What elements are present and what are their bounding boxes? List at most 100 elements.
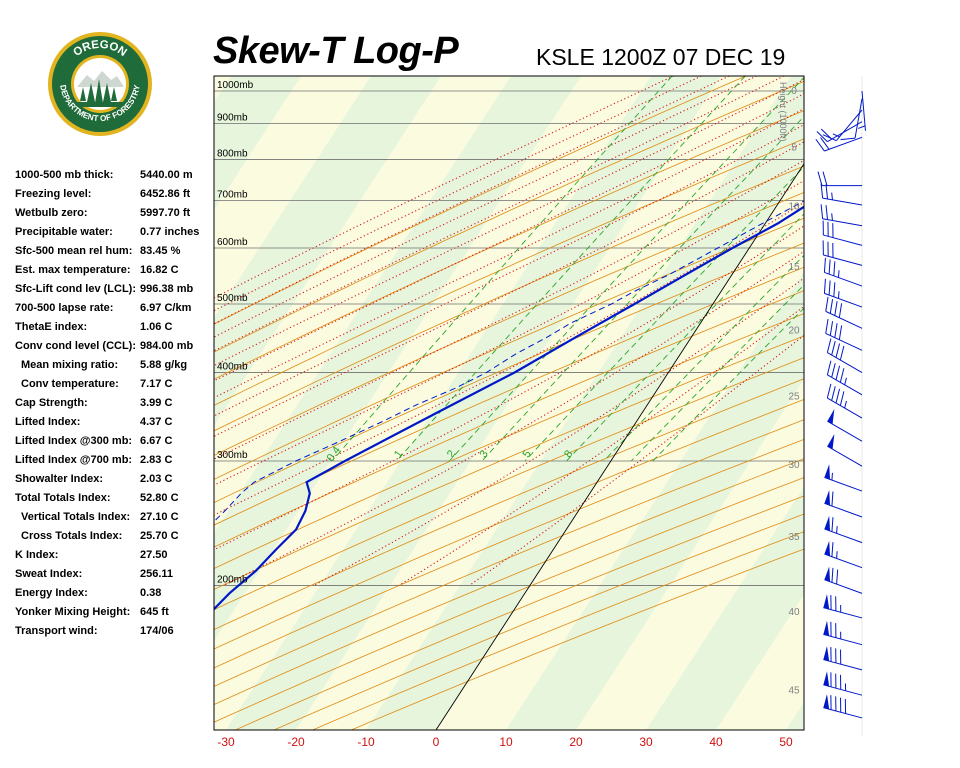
wind-barb — [823, 278, 863, 308]
index-value: 984.00 mb — [140, 340, 194, 352]
moist-adiabat — [223, 250, 804, 587]
index-label: Cross Totals Index: — [21, 530, 123, 542]
index-label: Sfc-500 mean rel hum: — [15, 245, 133, 257]
dry-adiabat — [214, 76, 747, 325]
wind-barb-feather — [820, 204, 824, 219]
wind-barb-staff — [824, 271, 863, 287]
index-value: 174/06 — [140, 625, 174, 637]
chart-title: Skew-T Log-P — [213, 30, 459, 72]
moist-adiabat — [214, 76, 785, 352]
wind-barb — [840, 98, 863, 141]
wind-barb-feather — [826, 360, 832, 375]
wind-barb-feather — [825, 184, 829, 199]
wind-barb-half-feather — [844, 400, 847, 409]
index-value: 6452.86 ft — [140, 188, 191, 200]
wind-barb — [820, 204, 863, 227]
isobar-label: 400mb — [217, 362, 248, 373]
wind-barb-feather — [839, 345, 845, 361]
wind-barb-half-feather — [838, 270, 840, 278]
x-tick-label: 50 — [779, 735, 793, 749]
wind-barb-feather — [829, 299, 834, 314]
moist-adiabat — [214, 78, 804, 367]
wind-barb-pennant — [824, 566, 831, 582]
index-value: 27.50 — [140, 549, 168, 561]
x-tick-label: 0 — [433, 735, 440, 749]
wind-barb-feather — [839, 368, 845, 383]
index-value: 645 ft — [140, 606, 169, 618]
index-label: Precipitable water: — [15, 226, 113, 238]
mixing-ratio-line — [331, 76, 673, 462]
mixing-ratio-label: 8 — [562, 448, 575, 460]
isobar-label: 1000mb — [217, 80, 254, 91]
wind-barb — [817, 171, 862, 187]
height-tick-label: 40 — [788, 607, 800, 618]
dry-adiabat — [214, 313, 804, 569]
index-label: ThetaE index: — [15, 321, 88, 333]
index-label: Total Totals Index: — [15, 492, 111, 504]
index-value: 256.11 — [140, 568, 174, 580]
wind-barb — [825, 296, 863, 329]
dry-adiabat — [214, 378, 804, 630]
wind-barb — [858, 90, 866, 131]
wind-barb-staff — [827, 374, 863, 396]
height-tick-label: 35 — [788, 532, 800, 543]
index-row: Precipitable water: 0.77 inches — [15, 226, 215, 245]
wind-barb-feather — [828, 259, 831, 275]
index-label: Energy Index: — [15, 587, 88, 599]
index-label: Showalter Index: — [15, 473, 104, 485]
wind-barb-half-feather — [858, 125, 866, 129]
wind-barb-feather — [831, 542, 834, 557]
wind-barb — [823, 671, 863, 696]
height-tick-label: 5 — [791, 143, 797, 154]
wind-barb-staff — [823, 254, 863, 266]
index-row: Wetbulb zero: 5997.70 ft — [15, 207, 215, 226]
wind-barb-staff — [827, 121, 863, 143]
height-tick-label: 10 — [788, 201, 800, 212]
index-value: 3.99 C — [140, 397, 173, 409]
wind-barb-feather — [839, 391, 845, 406]
index-label: Cap Strength: — [15, 397, 88, 409]
wind-barb-staff — [823, 707, 863, 719]
index-value: 4.37 C — [140, 416, 173, 428]
index-value: 2.83 C — [140, 454, 173, 466]
index-row: Yonker Mixing Height: 645 ft — [15, 606, 215, 625]
wind-barb — [823, 694, 863, 719]
index-row: Cross Totals Index: 25.70 C — [15, 530, 215, 549]
index-value: 52.80 C — [140, 492, 179, 504]
mixing-ratio-line — [603, 254, 804, 462]
wind-barb-staff — [823, 684, 863, 696]
wind-barb-feather — [825, 318, 829, 334]
mixing-ratio-line — [396, 76, 746, 462]
index-row: Sfc-500 mean rel hum: 83.45 % — [15, 245, 215, 264]
index-label: Conv cond level (CCL): — [15, 340, 137, 352]
wind-barb-staff — [824, 579, 863, 594]
dry-adiabat — [214, 266, 804, 526]
wind-barb — [824, 540, 863, 569]
dry-adiabat — [214, 217, 804, 480]
wind-barb-half-feather — [831, 213, 833, 221]
wind-barb — [826, 383, 863, 419]
index-row: Showalter Index: 2.03 C — [15, 473, 215, 492]
plot-frame — [213, 75, 805, 731]
wind-barb — [823, 620, 863, 646]
index-label: Transport wind: — [15, 625, 98, 637]
temperature-profile — [214, 205, 804, 611]
index-row: Vertical Totals Index: 27.10 C — [15, 511, 215, 530]
mixing-ratio-line — [652, 307, 804, 462]
wind-barb-feather — [831, 567, 834, 583]
index-label: K Index: — [15, 549, 59, 561]
height-tick-label: 0 — [791, 86, 797, 97]
wind-barb-staff — [824, 528, 863, 544]
wind-barb-staff — [827, 397, 863, 419]
mixing-ratio-label: 3 — [478, 448, 491, 460]
temperature-band — [786, 702, 804, 730]
index-value: 6.97 C/km — [140, 302, 192, 314]
wind-barb-feather — [828, 280, 831, 296]
temperature-band — [506, 271, 804, 730]
index-row: Lifted Index @700 mb: 2.83 C — [15, 454, 215, 473]
index-row: Cap Strength: 3.99 C — [15, 397, 215, 416]
mixing-ratio-line — [481, 115, 804, 462]
index-row: Lifted Index: 4.37 C — [15, 416, 215, 435]
wind-barb-feather — [817, 171, 823, 186]
index-row: ThetaE index: 1.06 C — [15, 321, 215, 340]
